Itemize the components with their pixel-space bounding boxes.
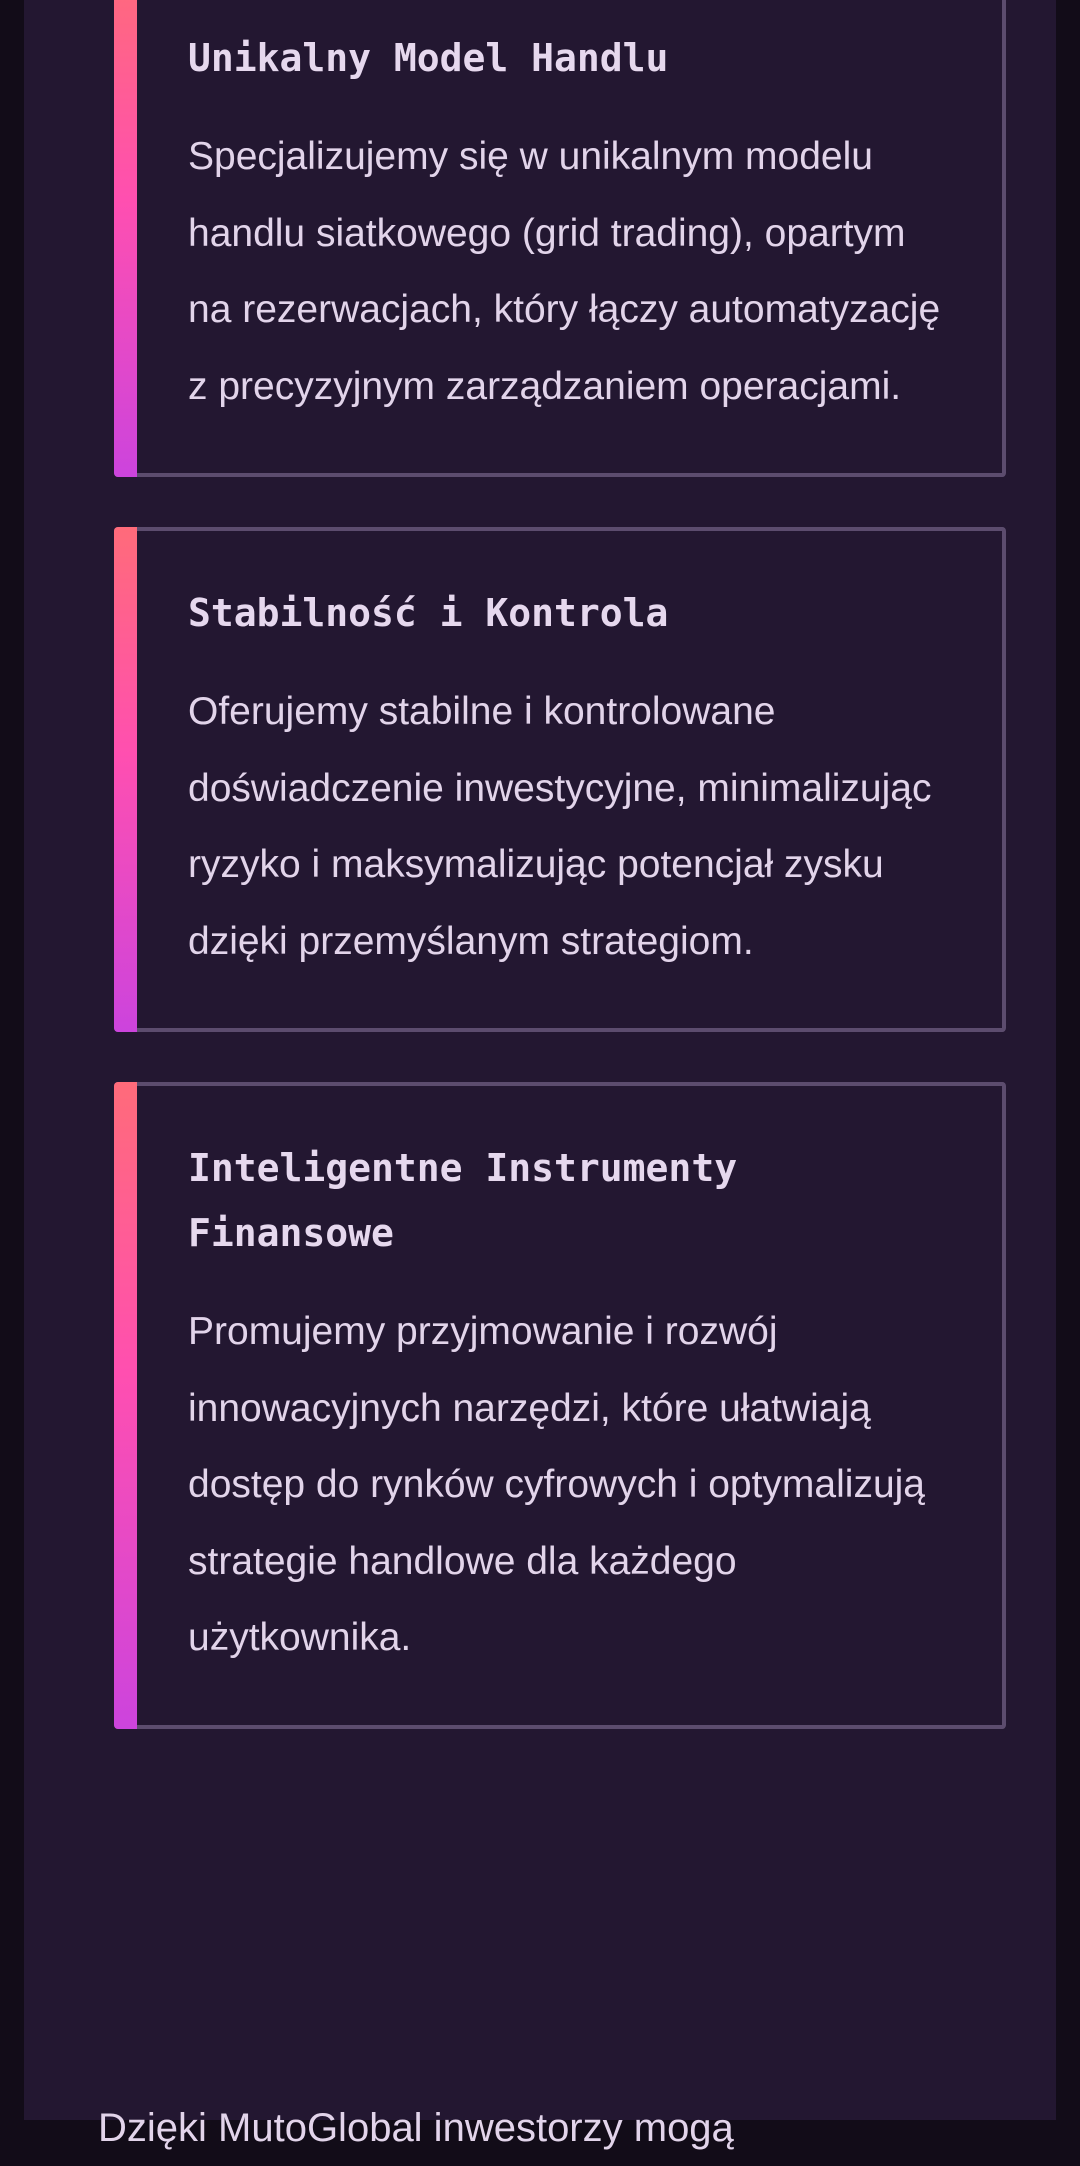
card-body: Oferujemy stabilne i kontrolowane doświa… bbox=[188, 690, 932, 963]
card-body: Promujemy przyjmowanie i rozwój innowacy… bbox=[188, 1310, 925, 1659]
accent-bar bbox=[114, 527, 137, 1032]
feature-card-stability: Stabilność i Kontrola Oferujemy stabilne… bbox=[114, 527, 1006, 1032]
intro-paragraph: Dzięki MutoGlobal inwestorzy mogą bbox=[98, 2106, 734, 2150]
feature-card-instruments: Inteligentne Instrumenty Finansowe Promu… bbox=[114, 1082, 1006, 1729]
accent-bar bbox=[114, 0, 137, 477]
feature-cards: Unikalny Model Handlu Specjalizujemy się… bbox=[114, 0, 1006, 1779]
feature-card-unique-model: Unikalny Model Handlu Specjalizujemy się… bbox=[114, 0, 1006, 477]
card-title: Unikalny Model Handlu bbox=[188, 36, 669, 80]
card-body: Specjalizujemy się w unikalnym modelu ha… bbox=[188, 135, 941, 408]
card-title: Stabilność i Kontrola bbox=[188, 591, 669, 635]
accent-bar bbox=[114, 1082, 137, 1729]
card-title: Inteligentne Instrumenty Finansowe bbox=[188, 1146, 738, 1255]
content-panel: Unikalny Model Handlu Specjalizujemy się… bbox=[24, 0, 1056, 2120]
